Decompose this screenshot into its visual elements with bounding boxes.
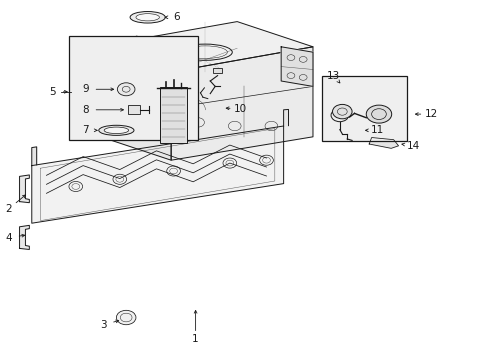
FancyBboxPatch shape [69, 36, 197, 140]
Circle shape [117, 83, 135, 96]
Polygon shape [20, 225, 29, 249]
Text: 6: 6 [173, 12, 180, 22]
Text: 3: 3 [100, 320, 107, 330]
Polygon shape [283, 109, 288, 126]
Polygon shape [95, 47, 171, 160]
Polygon shape [95, 22, 312, 72]
Text: 9: 9 [82, 84, 89, 94]
Bar [128, 105, 140, 114]
FancyBboxPatch shape [321, 76, 407, 141]
Ellipse shape [99, 125, 134, 135]
Bar [212, 68, 221, 73]
Ellipse shape [136, 14, 159, 21]
Text: 12: 12 [424, 109, 437, 119]
FancyBboxPatch shape [160, 87, 187, 143]
Text: 2: 2 [5, 204, 12, 214]
Text: 1: 1 [192, 334, 199, 344]
Polygon shape [171, 47, 312, 160]
Text: 5: 5 [49, 87, 56, 97]
Circle shape [116, 310, 136, 325]
Polygon shape [32, 126, 283, 223]
Text: 11: 11 [370, 125, 384, 135]
Circle shape [332, 104, 351, 119]
Text: 10: 10 [234, 104, 246, 114]
Text: 13: 13 [326, 71, 340, 81]
Text: 14: 14 [406, 141, 419, 151]
Ellipse shape [104, 127, 128, 134]
Text: 8: 8 [82, 105, 89, 115]
Ellipse shape [366, 105, 391, 123]
Text: 7: 7 [82, 125, 89, 135]
Polygon shape [32, 147, 37, 166]
Text: 4: 4 [5, 233, 12, 243]
Polygon shape [368, 138, 398, 148]
Polygon shape [281, 47, 312, 86]
Ellipse shape [130, 12, 165, 23]
Polygon shape [20, 175, 29, 203]
